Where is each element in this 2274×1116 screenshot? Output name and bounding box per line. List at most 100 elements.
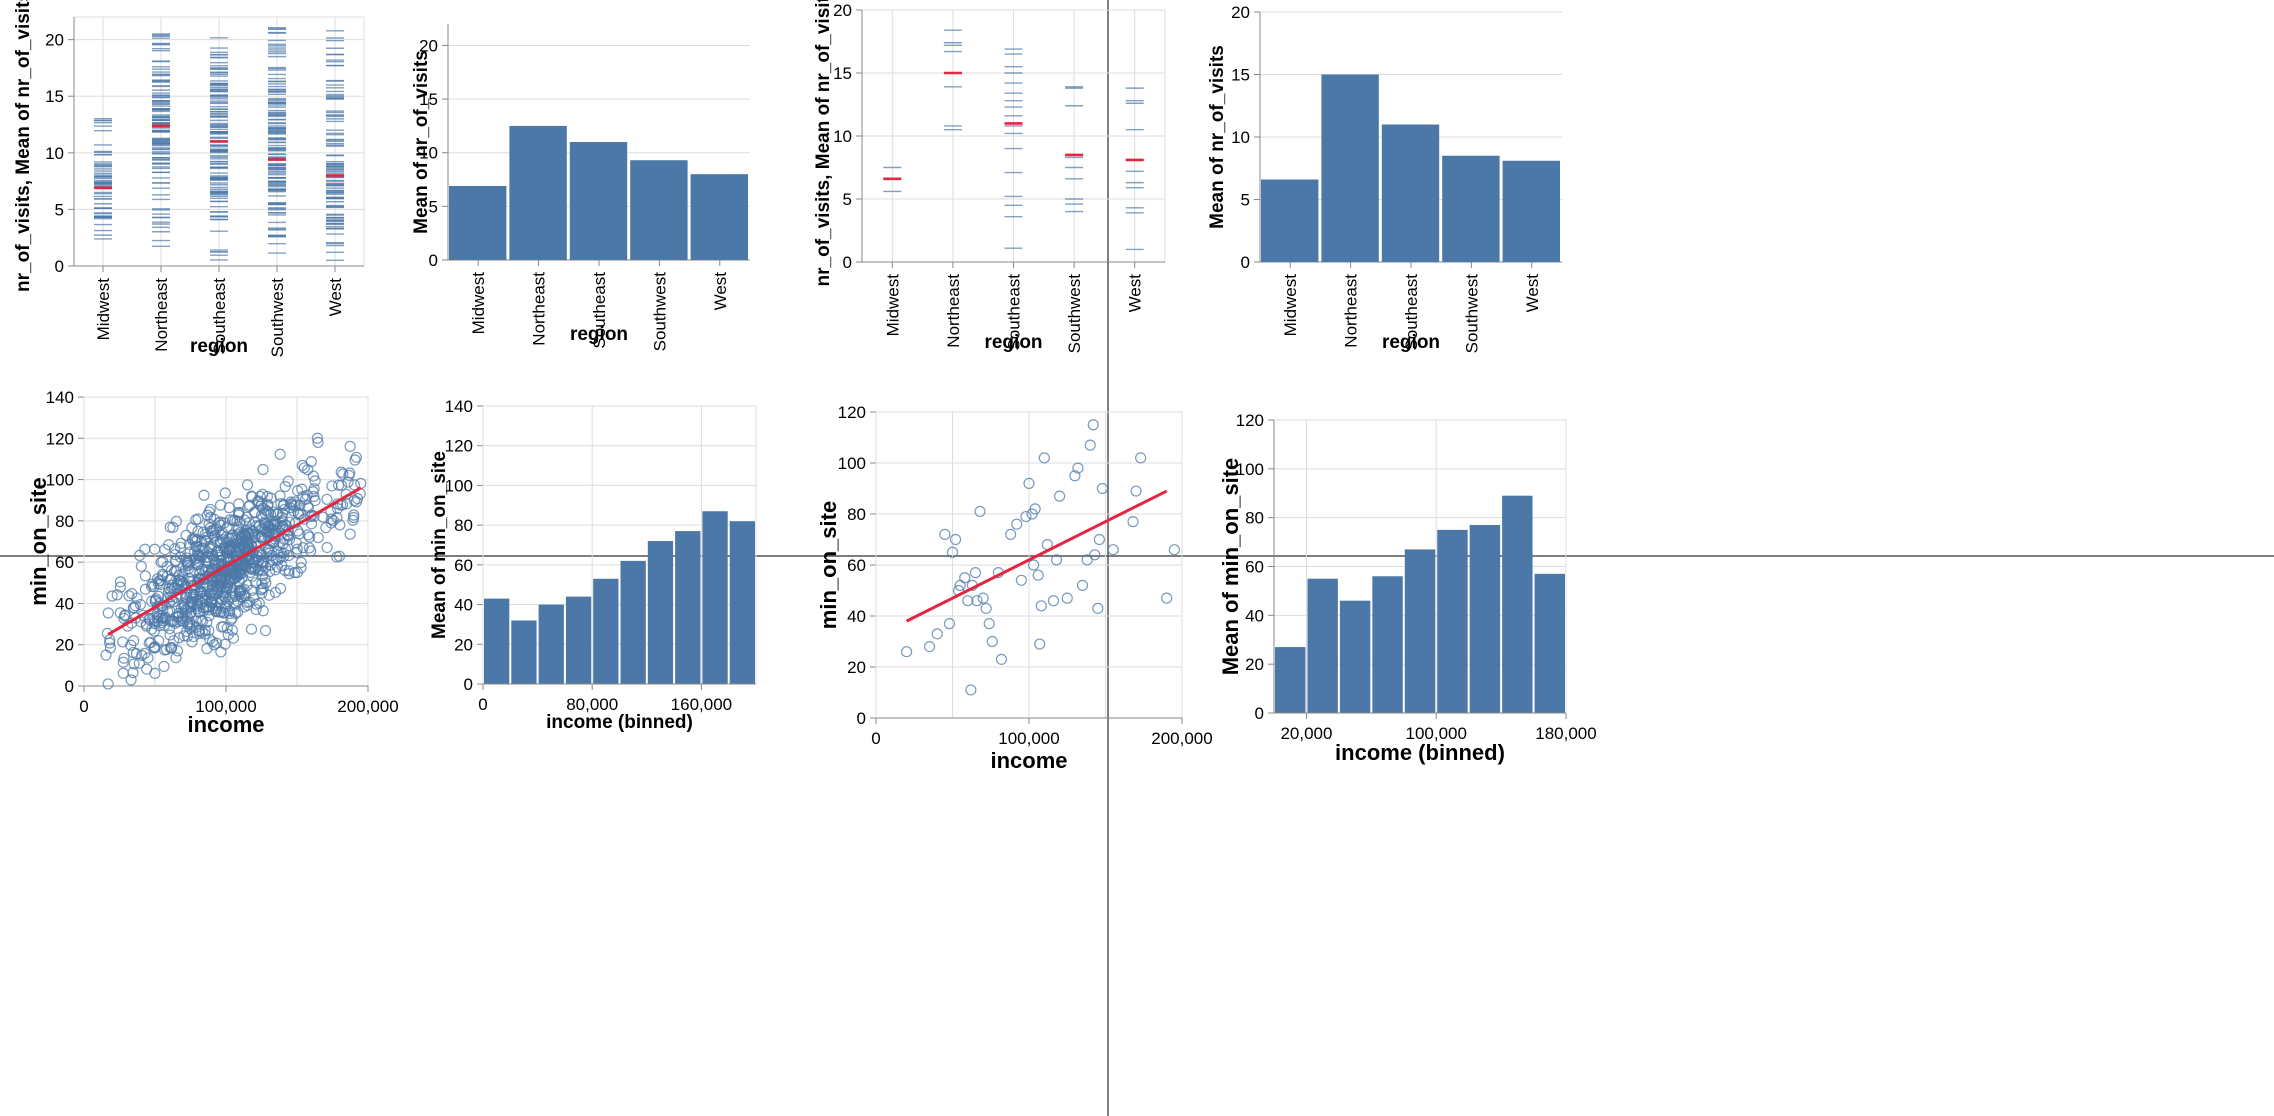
scatter-point xyxy=(1161,592,1173,604)
x-tick-label: 100,000 xyxy=(1405,724,1466,743)
scatter-point xyxy=(1087,419,1099,431)
scatter-point xyxy=(335,466,347,478)
bar-west xyxy=(690,174,748,260)
bar-midwest xyxy=(1261,179,1319,262)
y-tick-label: 0 xyxy=(1255,704,1264,723)
scatter-point xyxy=(311,432,324,444)
scatter-point xyxy=(977,592,989,604)
scatter-point xyxy=(226,567,239,579)
scatter-point xyxy=(302,529,314,541)
scatter-point xyxy=(277,500,290,512)
scatter-point xyxy=(228,541,240,553)
scatter-point xyxy=(1127,516,1139,528)
x-tick-label: 0 xyxy=(79,697,88,716)
scatter-point xyxy=(262,544,275,556)
scatter-point xyxy=(201,509,214,521)
scatter-point xyxy=(321,493,333,505)
bin-bar xyxy=(593,578,619,684)
scatter-point xyxy=(182,559,194,571)
y-tick-label: 10 xyxy=(833,127,852,146)
regression-line xyxy=(905,489,1168,623)
y-axis-title: nr_of_visits, Mean of nr_of_visits xyxy=(813,0,834,286)
scatter-point xyxy=(296,483,308,495)
x-tick-label: Southwest xyxy=(1065,274,1084,354)
scatter-point xyxy=(185,606,197,618)
scatter-point xyxy=(1038,452,1050,464)
scatter-point xyxy=(232,606,244,618)
y-tick-label: 140 xyxy=(445,397,473,416)
scatter-point xyxy=(173,632,185,644)
scatter-point xyxy=(222,544,234,556)
scatter-point xyxy=(241,537,253,549)
y-tick-label: 20 xyxy=(45,31,64,50)
scatter-point xyxy=(192,525,204,537)
y-tick-label: 0 xyxy=(55,257,64,276)
scatter-point xyxy=(182,619,194,631)
y-tick-label: 100 xyxy=(445,476,473,495)
scatter-point xyxy=(183,572,195,585)
scatter-point xyxy=(983,618,995,630)
bin-bar xyxy=(729,521,755,684)
scatter-point xyxy=(192,513,204,525)
y-tick-label: 20 xyxy=(847,658,866,677)
y-tick-label: 120 xyxy=(46,429,74,448)
bar-southeast xyxy=(1381,124,1440,262)
scatter-point xyxy=(241,479,254,491)
bin-bar xyxy=(675,531,701,684)
x-tick-label: Northeast xyxy=(944,274,963,348)
scatter-point xyxy=(186,636,198,648)
scatter-point xyxy=(145,595,158,607)
scatter-point xyxy=(100,649,112,661)
scatter-point xyxy=(203,610,215,622)
regression-line xyxy=(107,486,362,636)
scatter-point xyxy=(308,490,320,503)
bin-bar xyxy=(702,511,728,684)
scatter-point xyxy=(184,618,196,630)
scatter-point xyxy=(341,498,353,510)
scatter-point xyxy=(209,587,221,599)
scatter-point xyxy=(181,591,193,603)
scatter-point xyxy=(171,645,184,657)
y-tick-label: 80 xyxy=(1245,509,1264,528)
scatter-point xyxy=(307,486,319,498)
scatter-point xyxy=(302,502,315,514)
bin-bar xyxy=(1404,549,1436,713)
scatter-point xyxy=(246,562,258,574)
scatter-point xyxy=(157,612,169,624)
scatter-point xyxy=(226,624,239,636)
scatter-point xyxy=(347,514,359,526)
scatter-point xyxy=(1130,485,1142,497)
scatter-point xyxy=(117,667,129,679)
scatter-plot-scatter_full: 0 20 40 60 80 100 120 140 min_on_site 0 100,000 200… xyxy=(26,388,399,737)
scatter-point xyxy=(283,565,295,577)
x-tick-label: Northeast xyxy=(1342,274,1361,348)
scatter-point xyxy=(102,678,114,690)
scatter-point xyxy=(1047,595,1060,607)
scatter-point xyxy=(241,511,253,523)
y-axis-title: Mean of min_on_site xyxy=(1218,458,1243,676)
x-tick-label: Midwest xyxy=(1281,274,1300,337)
strip-plot-strip_full: 0 5 10 15 20 nr_of_visits, Mean of nr_of_visi… xyxy=(13,0,365,357)
scatter-point xyxy=(128,634,140,647)
scatter-point xyxy=(292,507,304,519)
y-axis-title: min_on_site xyxy=(816,501,841,629)
scatter-point xyxy=(946,546,959,558)
scatter-point xyxy=(296,459,309,471)
bin-bar xyxy=(1502,495,1533,713)
scatter-plot-scatter_sample: 0 20 40 60 80 100 120 min_on_site 0 100,000 200,00… xyxy=(816,403,1213,773)
scatter-point xyxy=(250,603,262,616)
scatter-point xyxy=(305,518,318,530)
scatter-point xyxy=(312,436,324,448)
scatter-point xyxy=(1027,559,1040,571)
scatter-point xyxy=(221,582,233,594)
scatter-point xyxy=(1084,439,1096,451)
scatter-point xyxy=(102,607,114,619)
x-axis-title: income (binned) xyxy=(1335,740,1505,765)
scatter-point xyxy=(225,532,238,545)
scatter-point xyxy=(334,519,346,531)
x-axis-title: income xyxy=(990,748,1067,773)
scatter-point xyxy=(248,506,261,518)
scatter-point xyxy=(1168,544,1180,556)
scatter-point xyxy=(194,544,206,557)
